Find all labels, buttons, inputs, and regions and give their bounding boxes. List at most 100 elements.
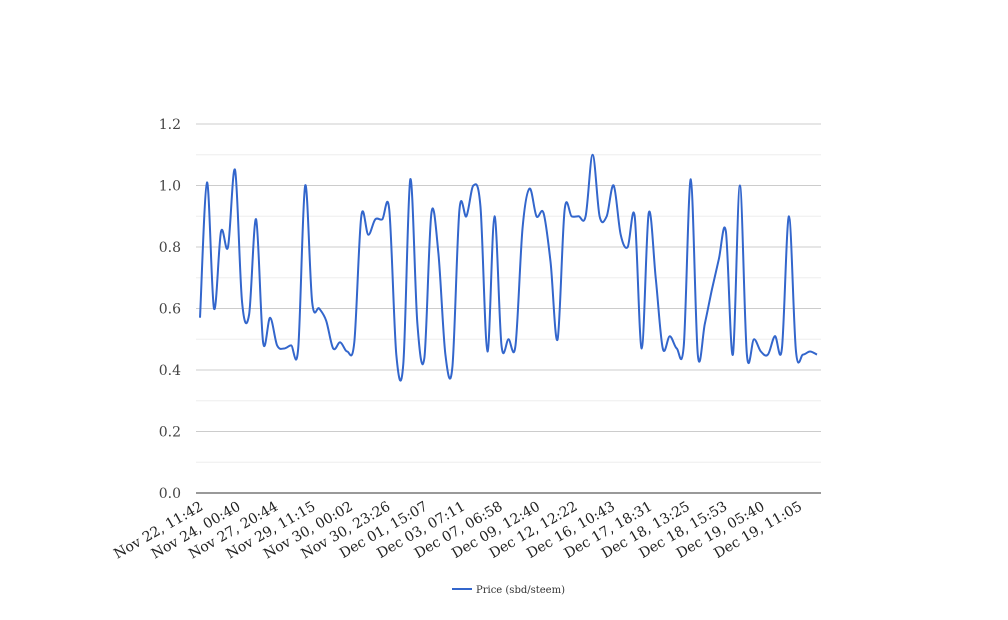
data-point[interactable]: [737, 183, 743, 189]
data-point[interactable]: [400, 361, 406, 367]
y-tick-label: 0.4: [159, 363, 181, 379]
data-point[interactable]: [428, 210, 434, 216]
data-point[interactable]: [751, 336, 757, 342]
data-point[interactable]: [702, 321, 708, 327]
data-point[interactable]: [506, 336, 512, 342]
data-point[interactable]: [449, 364, 455, 370]
data-point[interactable]: [618, 232, 624, 238]
data-point[interactable]: [660, 346, 666, 352]
data-point[interactable]: [548, 259, 554, 265]
data-point[interactable]: [646, 210, 652, 216]
data-point[interactable]: [625, 244, 631, 250]
data-point[interactable]: [316, 306, 322, 312]
data-point[interactable]: [330, 346, 336, 352]
data-point[interactable]: [674, 346, 680, 352]
data-point[interactable]: [295, 346, 301, 352]
y-tick-label: 1.0: [159, 179, 181, 195]
data-point[interactable]: [723, 229, 729, 235]
data-point[interactable]: [695, 352, 701, 358]
data-point[interactable]: [534, 213, 540, 219]
data-point[interactable]: [260, 339, 266, 345]
data-point[interactable]: [716, 256, 722, 262]
data-point[interactable]: [267, 315, 273, 321]
data-point[interactable]: [541, 210, 547, 216]
data-point[interactable]: [204, 179, 210, 185]
data-point[interactable]: [211, 306, 217, 312]
data-point[interactable]: [744, 352, 750, 358]
data-point[interactable]: [681, 342, 687, 348]
data-point[interactable]: [520, 226, 526, 232]
data-point[interactable]: [688, 176, 694, 182]
data-point[interactable]: [555, 336, 561, 342]
y-tick-label: 0.8: [159, 240, 181, 256]
data-point[interactable]: [288, 342, 294, 348]
data-point[interactable]: [800, 352, 806, 358]
data-point[interactable]: [197, 315, 203, 321]
data-point[interactable]: [562, 207, 568, 213]
data-point[interactable]: [632, 213, 638, 219]
data-point[interactable]: [667, 333, 673, 339]
data-point[interactable]: [597, 213, 603, 219]
data-point[interactable]: [232, 167, 238, 173]
data-point[interactable]: [358, 213, 364, 219]
series-line[interactable]: [199, 153, 818, 382]
data-point[interactable]: [393, 352, 399, 358]
data-point[interactable]: [492, 213, 498, 219]
data-point[interactable]: [302, 183, 308, 189]
series-lines: [197, 152, 820, 382]
data-point[interactable]: [639, 346, 645, 352]
y-tick-label: 0.0: [159, 486, 181, 502]
data-point[interactable]: [435, 250, 441, 256]
data-point[interactable]: [730, 352, 736, 358]
data-point[interactable]: [499, 342, 505, 348]
data-point[interactable]: [309, 299, 315, 305]
data-point[interactable]: [772, 333, 778, 339]
data-point[interactable]: [765, 352, 771, 358]
data-point[interactable]: [421, 355, 427, 361]
data-point[interactable]: [274, 342, 280, 348]
data-point[interactable]: [779, 346, 785, 352]
data-point[interactable]: [611, 183, 617, 189]
data-point[interactable]: [590, 152, 596, 158]
data-point[interactable]: [527, 186, 533, 192]
data-point[interactable]: [386, 207, 392, 213]
data-point[interactable]: [513, 342, 519, 348]
y-tick-label: 1.2: [159, 117, 181, 133]
data-point[interactable]: [414, 321, 420, 327]
gridlines: [196, 123, 821, 463]
legend[interactable]: Price (sbd/steem): [452, 585, 565, 596]
data-point[interactable]: [709, 287, 715, 293]
data-point[interactable]: [456, 207, 462, 213]
data-point[interactable]: [225, 244, 231, 250]
data-point[interactable]: [814, 352, 820, 358]
data-point[interactable]: [365, 232, 371, 238]
data-point[interactable]: [569, 213, 575, 219]
data-point[interactable]: [379, 216, 385, 222]
data-point[interactable]: [344, 349, 350, 355]
data-point[interactable]: [218, 229, 224, 235]
data-point[interactable]: [576, 213, 582, 219]
data-point[interactable]: [478, 204, 484, 210]
y-tick-label: 0.2: [159, 425, 181, 441]
data-point[interactable]: [604, 213, 610, 219]
data-point[interactable]: [793, 349, 799, 355]
data-point[interactable]: [246, 312, 252, 318]
data-point[interactable]: [807, 349, 813, 355]
data-point[interactable]: [786, 213, 792, 219]
data-point[interactable]: [470, 183, 476, 189]
data-point[interactable]: [463, 213, 469, 219]
data-point[interactable]: [485, 349, 491, 355]
data-point[interactable]: [281, 346, 287, 352]
data-point[interactable]: [337, 339, 343, 345]
data-point[interactable]: [653, 275, 659, 281]
data-point[interactable]: [442, 352, 448, 358]
data-point[interactable]: [407, 176, 413, 182]
data-point[interactable]: [372, 216, 378, 222]
data-point[interactable]: [323, 318, 329, 324]
data-point[interactable]: [758, 349, 764, 355]
data-point[interactable]: [351, 339, 357, 345]
data-point[interactable]: [583, 213, 589, 219]
data-point[interactable]: [253, 216, 259, 222]
data-point[interactable]: [239, 299, 245, 305]
